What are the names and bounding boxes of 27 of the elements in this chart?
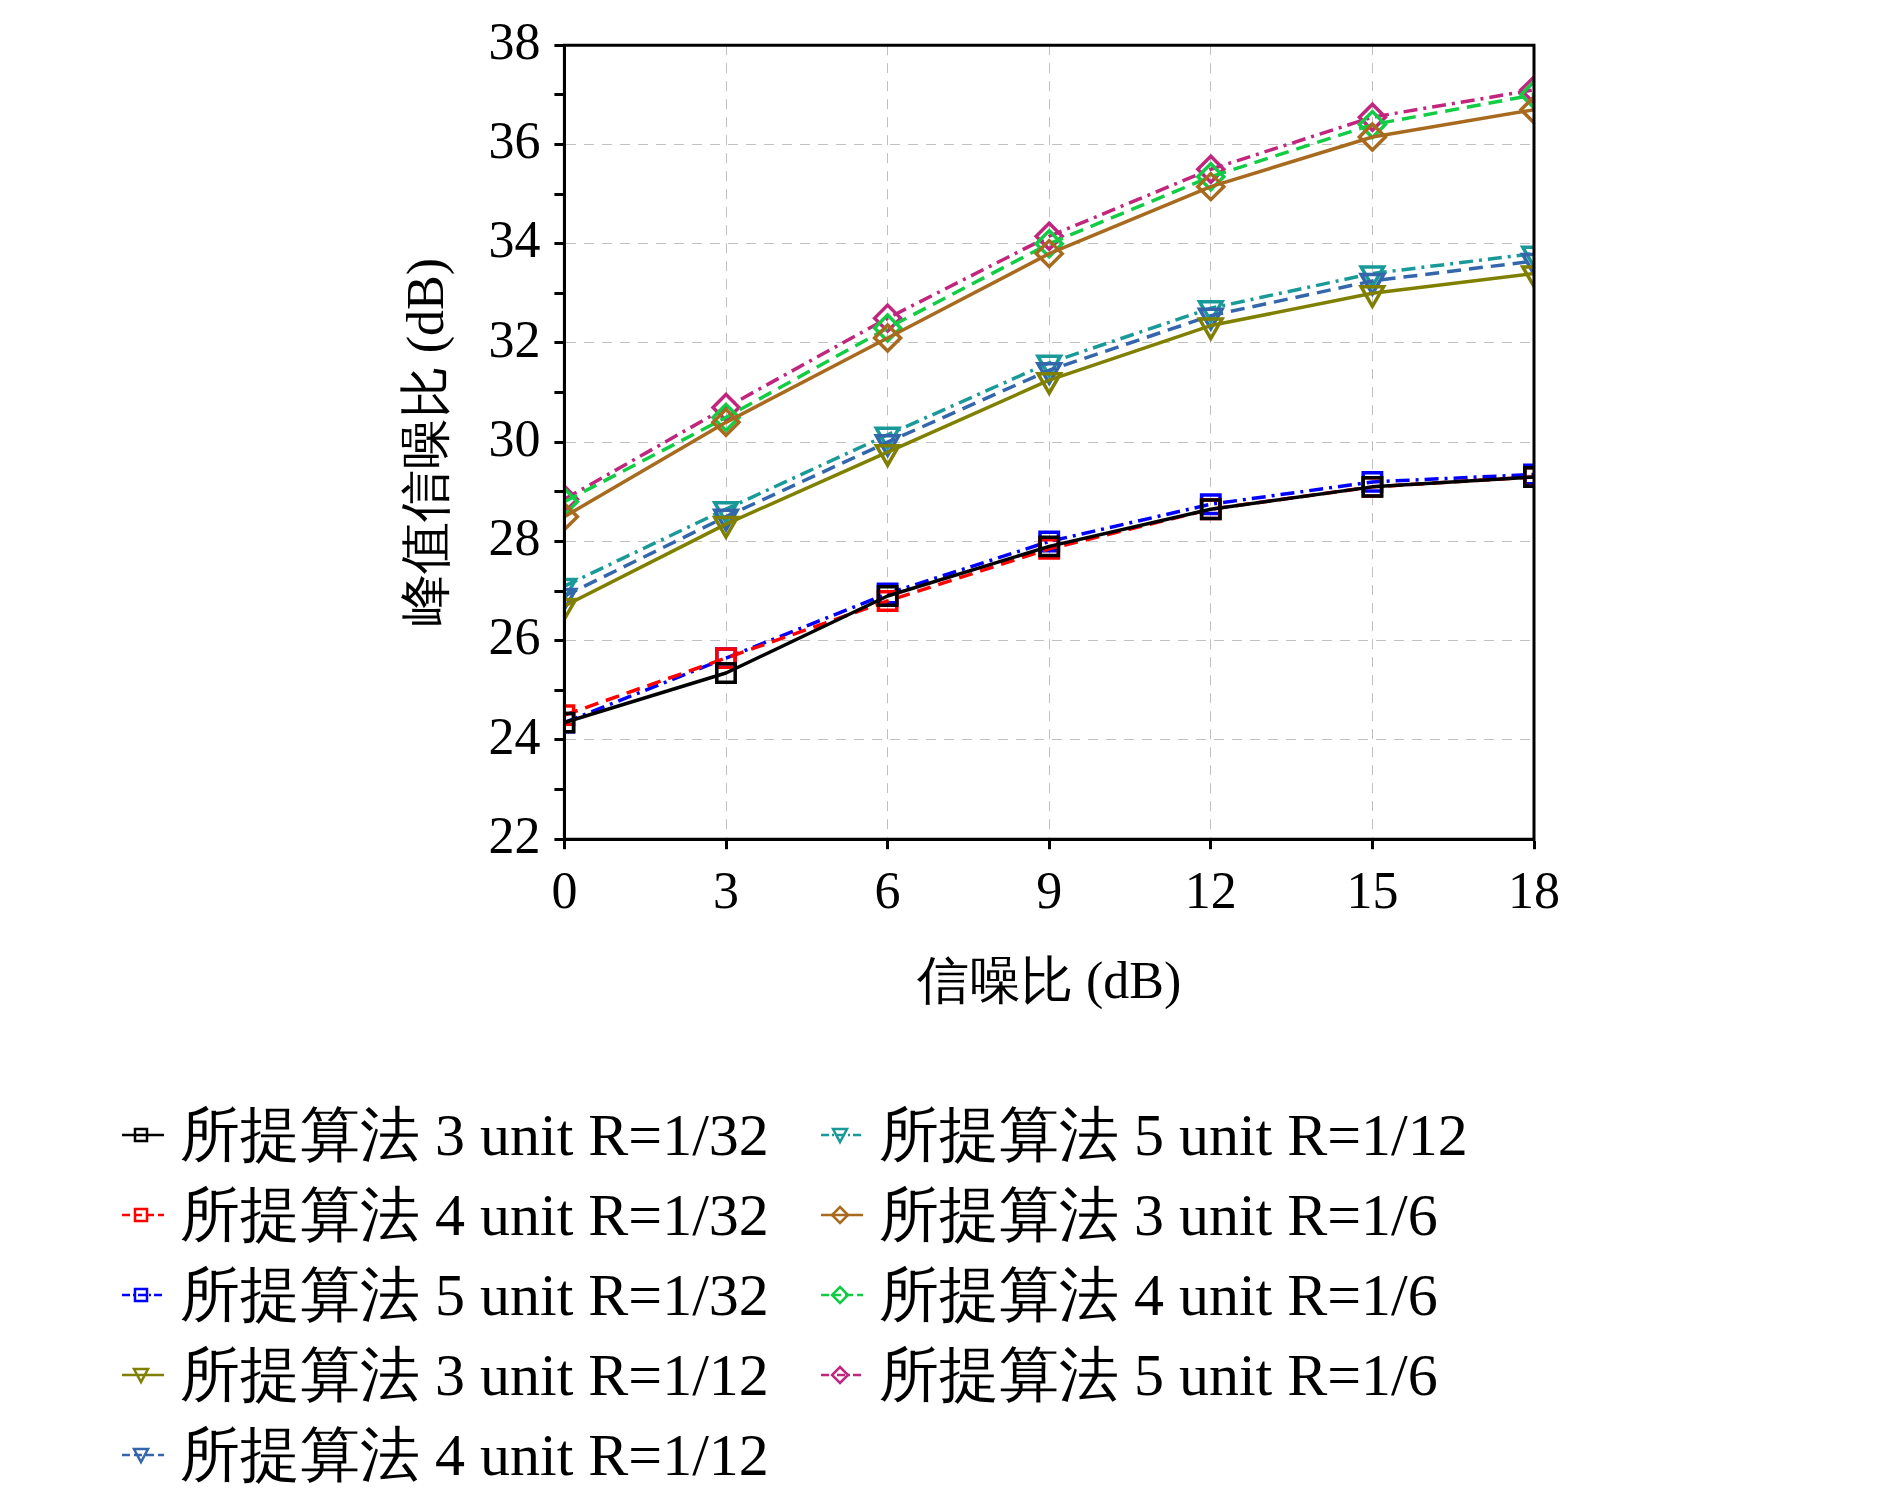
legend-label: 所提算法 3 unit R=1/32 [180, 1100, 769, 1170]
legend-label: 所提算法 4 unit R=1/12 [180, 1420, 769, 1490]
x-tick-label: 6 [874, 862, 901, 920]
legend-label: 所提算法 4 unit R=1/6 [878, 1260, 1438, 1330]
y-tick-label: 22 [488, 806, 541, 864]
y-tick-label: 28 [488, 509, 541, 567]
y-tick-label: 30 [488, 409, 541, 467]
x-tick-label: 0 [551, 862, 578, 920]
x-tick-label: 9 [1036, 862, 1063, 920]
legend-label: 所提算法 5 unit R=1/32 [180, 1260, 769, 1330]
legend-label: 所提算法 5 unit R=1/6 [878, 1340, 1438, 1410]
legend-label: 所提算法 4 unit R=1/32 [180, 1180, 769, 1250]
y-tick-label: 32 [488, 310, 541, 368]
y-tick-label: 34 [488, 211, 541, 269]
y-axis-title: 峰值信噪比 (dB) [396, 258, 455, 627]
x-axis-title: 信噪比 (dB) [917, 952, 1182, 1011]
y-tick-label: 26 [488, 608, 541, 666]
x-tick-label: 3 [713, 862, 739, 920]
legend-label: 所提算法 3 unit R=1/6 [878, 1180, 1438, 1250]
y-tick-label: 38 [488, 12, 541, 70]
x-tick-label: 18 [1508, 862, 1560, 920]
x-tick-label: 15 [1346, 862, 1399, 920]
legend-label: 所提算法 5 unit R=1/12 [878, 1100, 1468, 1170]
legend-label: 所提算法 3 unit R=1/12 [180, 1340, 769, 1410]
x-tick-label: 12 [1184, 862, 1237, 920]
y-tick-label: 36 [488, 112, 541, 170]
y-tick-label: 24 [488, 707, 541, 765]
